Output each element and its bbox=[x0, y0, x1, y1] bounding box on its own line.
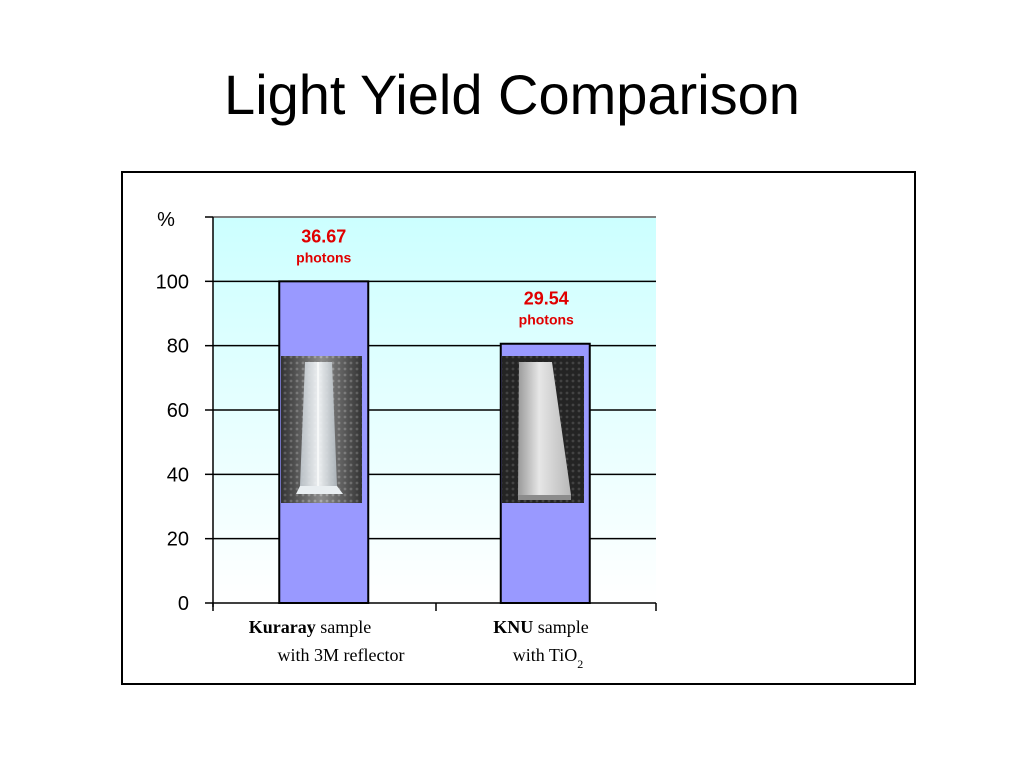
category-label-1: Kuraray sample bbox=[249, 617, 372, 637]
category-label-2: KNU sample bbox=[493, 617, 589, 637]
kuraray-scintillator-bar-photo bbox=[281, 356, 362, 503]
y-tick-label: 60 bbox=[167, 400, 189, 422]
y-tick-label: 100 bbox=[156, 271, 189, 293]
data-labels: 36.67 photons 29.54 photons bbox=[296, 226, 574, 327]
y-tick-label: 20 bbox=[167, 529, 189, 551]
category-1-suffix: sample bbox=[316, 617, 372, 637]
data-label-value-2: 29.54 bbox=[524, 289, 569, 309]
y-tick-label: 80 bbox=[167, 336, 189, 358]
data-label-unit-1: photons bbox=[296, 249, 351, 265]
category-2-subscript: 2 bbox=[577, 657, 583, 671]
category-label-2-line2: with TiO2 bbox=[513, 645, 584, 671]
data-label-unit-2: photons bbox=[519, 312, 574, 328]
category-2-detail: with TiO bbox=[513, 645, 578, 665]
data-label-value-1: 36.67 bbox=[301, 226, 346, 246]
category-1-detail: with 3M reflector bbox=[278, 645, 405, 665]
category-2-name: KNU bbox=[493, 617, 533, 637]
y-tick-label: 40 bbox=[167, 464, 189, 486]
category-label-1-line2: with 3M reflector bbox=[278, 645, 405, 665]
knu-scintillator-bar-photo bbox=[502, 356, 584, 503]
slide-title: Light Yield Comparison bbox=[224, 63, 800, 126]
category-1-name: Kuraray bbox=[249, 617, 316, 637]
category-2-suffix: sample bbox=[533, 617, 589, 637]
y-axis-label: % bbox=[157, 209, 175, 231]
y-ticks: 0 20 40 60 80 100 bbox=[156, 216, 657, 615]
y-tick-label: 0 bbox=[178, 593, 189, 615]
